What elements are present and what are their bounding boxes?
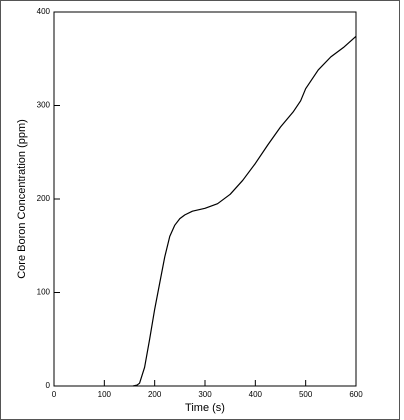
x-tick-label: 500 xyxy=(299,390,313,399)
line xyxy=(132,35,357,387)
x-tick-label: 600 xyxy=(349,390,363,399)
x-tick-label: 400 xyxy=(249,390,263,399)
x-tick-label: 0 xyxy=(52,390,57,399)
y-tick-label: 100 xyxy=(37,288,51,297)
y-axis-label: Core Boron Concentration (ppm) xyxy=(16,119,28,279)
x-axis-label: Time (s) xyxy=(185,402,225,414)
y-tick-label: 300 xyxy=(37,101,51,110)
x-tick-label: 300 xyxy=(198,390,212,399)
y-tick-label: 200 xyxy=(37,194,51,203)
y-tick-label: 0 xyxy=(46,381,51,390)
x-tick-label: 200 xyxy=(148,390,162,399)
y-tick-label: 400 xyxy=(37,7,51,16)
plot-frame xyxy=(53,11,357,387)
x-tick-label: 100 xyxy=(98,390,112,399)
